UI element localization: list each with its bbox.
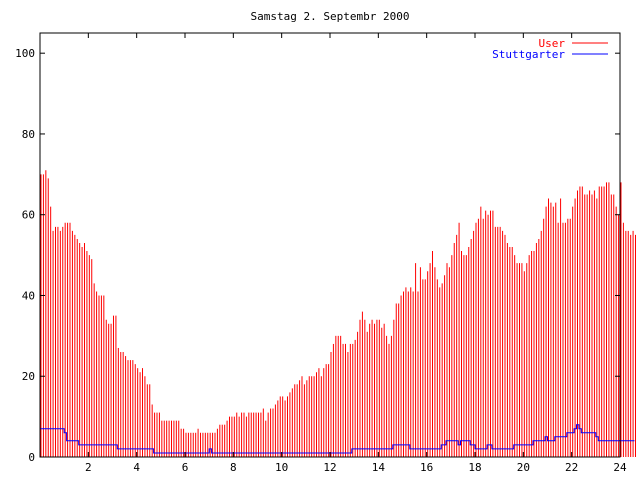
y-tick-label: 60	[22, 209, 35, 222]
x-tick-label: 6	[182, 461, 189, 474]
x-tick-label: 22	[565, 461, 578, 474]
x-tick-label: 14	[372, 461, 386, 474]
x-tick-label: 20	[517, 461, 530, 474]
series-stuttgarter	[40, 424, 635, 454]
plot-frame	[39, 32, 621, 458]
line-stuttgarter	[40, 424, 635, 454]
x-tick-label: 12	[323, 461, 336, 474]
legend-label: Stuttgarter	[492, 48, 565, 61]
x-tick-label: 8	[230, 461, 237, 474]
chart-title: Samstag 2. Septembr 2000	[251, 10, 410, 23]
y-tick-label: 40	[22, 289, 35, 302]
x-tick-label: 4	[133, 461, 140, 474]
x-tick-label: 10	[275, 461, 288, 474]
x-tick-label: 18	[468, 461, 481, 474]
y-tick-label: 20	[22, 370, 35, 383]
plot-area	[40, 170, 636, 457]
x-tick-label: 24	[613, 461, 627, 474]
legend-label: User	[539, 37, 566, 50]
x-tick-label: 16	[420, 461, 433, 474]
series-user	[40, 170, 636, 457]
y-tick-label: 0	[28, 451, 35, 464]
y-tick-label: 80	[22, 128, 35, 141]
y-tick-label: 100	[15, 47, 35, 60]
x-tick-label: 2	[85, 461, 92, 474]
